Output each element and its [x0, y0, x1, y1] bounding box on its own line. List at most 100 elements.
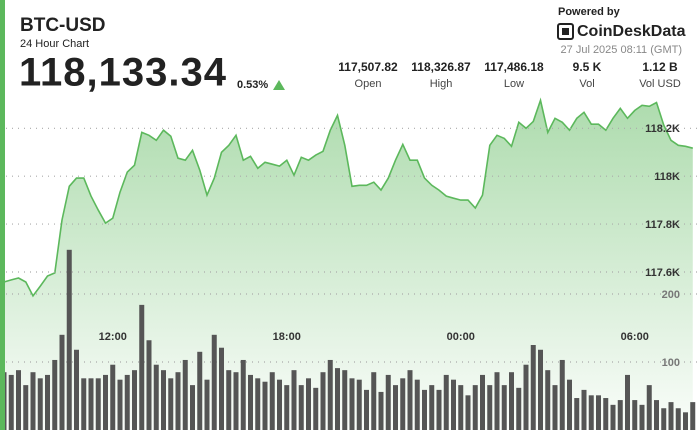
volume-bar: [458, 385, 464, 430]
volume-bar: [567, 379, 572, 430]
volume-bar: [465, 395, 471, 430]
volume-bar: [66, 249, 72, 430]
volume-bar: [306, 378, 311, 430]
stat-value: 1.12 B: [642, 60, 678, 74]
volume-bar: [407, 370, 413, 430]
volume-bar: [190, 385, 195, 430]
stat-value: 9.5 K: [573, 60, 602, 74]
volume-bar: [581, 389, 587, 430]
volume-bar: [588, 395, 594, 430]
price: 118,133.34: [19, 51, 227, 95]
volume-bar: [233, 372, 239, 430]
volume-bar: [146, 340, 152, 430]
volume-bar: [139, 304, 145, 430]
volume-bar: [335, 368, 340, 430]
volume-bar: [436, 389, 442, 430]
volume-bar: [574, 398, 580, 430]
volume-bar: [30, 372, 36, 430]
volume-bar: [603, 398, 609, 430]
stat-label: Open: [355, 78, 382, 90]
volume-bar: [277, 379, 282, 430]
volume-bar: [219, 347, 224, 430]
volume-bar: [487, 385, 493, 430]
y-tick-label: 118K: [654, 171, 680, 183]
volume-bar: [168, 378, 174, 430]
volume-bar: [378, 391, 384, 430]
stats: 117,507.82 Open 118,326.87 High 117,486.18 Lo…: [338, 60, 681, 90]
volume-bar: [45, 374, 50, 430]
volume-bar: [8, 374, 14, 430]
x-tick-label: 00:00: [447, 331, 475, 343]
timestamp: 27 Jul 2025 08:11 (GMT): [561, 44, 682, 56]
volume-bar: [429, 385, 435, 430]
volume-bar: [356, 379, 362, 430]
volume-bar: [74, 349, 79, 430]
volume-bar: [327, 359, 333, 430]
change: 0.53%: [237, 79, 268, 91]
volume-bar: [668, 402, 674, 430]
volume-bar: [632, 400, 638, 430]
volume-bar: [661, 408, 667, 430]
volume-bar: [501, 385, 507, 430]
volume-bar: [509, 372, 514, 430]
volume-bar: [530, 345, 536, 430]
accent-bar: [0, 0, 5, 430]
y2-tick-label: 200: [662, 289, 680, 301]
brand: CoinDeskData: [577, 23, 686, 40]
volume-bar: [291, 370, 297, 430]
volume-bar: [248, 374, 253, 430]
stat-label: High: [430, 78, 453, 90]
volume-bar: [385, 374, 391, 430]
volume-bar: [182, 359, 188, 430]
volume-bar: [103, 374, 108, 430]
volume-bar: [204, 379, 210, 430]
volume-bar: [552, 385, 558, 430]
volume-bar: [175, 372, 181, 430]
stat-label: Vol USD: [639, 78, 681, 90]
volume-bar: [255, 378, 261, 430]
volume-bar: [559, 359, 565, 430]
volume-bar: [538, 349, 543, 430]
volume-bar: [110, 364, 116, 430]
volume-bar: [472, 385, 478, 430]
price-line: [3, 97, 694, 298]
x-tick-label: 18:00: [273, 331, 301, 343]
y-tick-label: 118.2K: [645, 123, 680, 135]
stat-label: Low: [504, 78, 524, 90]
volume-bar: [422, 389, 427, 430]
volume-bar: [88, 378, 94, 430]
volume-bar: [364, 389, 369, 430]
volume-bar: [132, 370, 137, 430]
volume-bar: [610, 404, 616, 430]
volume-bar: [81, 378, 87, 430]
volume-bar: [37, 378, 43, 430]
volume-bar: [284, 385, 290, 430]
volume-bar: [596, 395, 601, 430]
volume-bar: [690, 402, 696, 430]
volume-bar: [342, 370, 348, 430]
volume-bar: [414, 379, 420, 430]
volume-bar: [400, 378, 406, 430]
logo-icon: [557, 23, 574, 40]
stat-value: 117,486.18: [484, 60, 544, 74]
stat-value: 118,326.87: [411, 60, 471, 74]
volume-bar: [545, 370, 551, 430]
y2-tick-label: 100: [662, 357, 680, 369]
volume-bar: [124, 374, 130, 430]
volume-bar: [211, 334, 217, 430]
volume-bar: [117, 379, 123, 430]
volume-bar: [298, 385, 304, 430]
volume-bar: [320, 372, 326, 430]
volume-bar: [451, 379, 456, 430]
subtitle: 24 Hour Chart: [20, 38, 89, 50]
x-tick-label: 12:00: [99, 331, 127, 343]
volume-bar: [52, 359, 58, 430]
volume-bar: [23, 385, 29, 430]
volume-bar: [617, 400, 623, 430]
volume-bar: [349, 378, 355, 430]
volume-bar: [153, 364, 159, 430]
powered-by: Powered by: [558, 6, 621, 18]
volume-bar: [654, 400, 659, 430]
plot-area: 117.6K 117.8K 118K 118.2K 100 200 12:00 18:00 00…: [0, 97, 700, 430]
